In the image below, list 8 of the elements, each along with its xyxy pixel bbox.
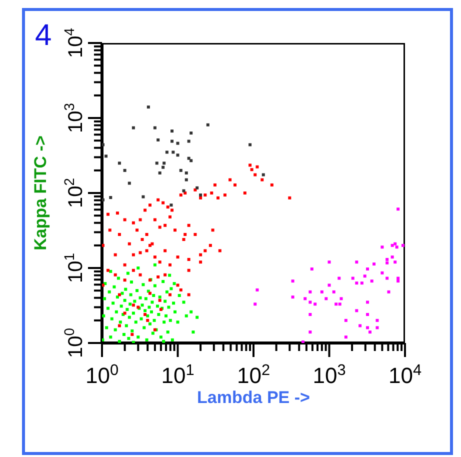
x-tick-label: 10$^{1}$	[161, 362, 194, 388]
x-tick-label: 10$^{4}$	[388, 362, 422, 388]
text: 4	[35, 19, 52, 52]
x-tick-label: 10$^{0}$	[85, 362, 119, 388]
y-axis-title: Kappa FITC ->	[31, 136, 50, 250]
x-tick-label: 10$^{3}$	[312, 362, 346, 388]
x-axis-title: Lambda PE ->	[197, 388, 310, 408]
x-tick-label: 10$^{2}$	[236, 362, 270, 388]
